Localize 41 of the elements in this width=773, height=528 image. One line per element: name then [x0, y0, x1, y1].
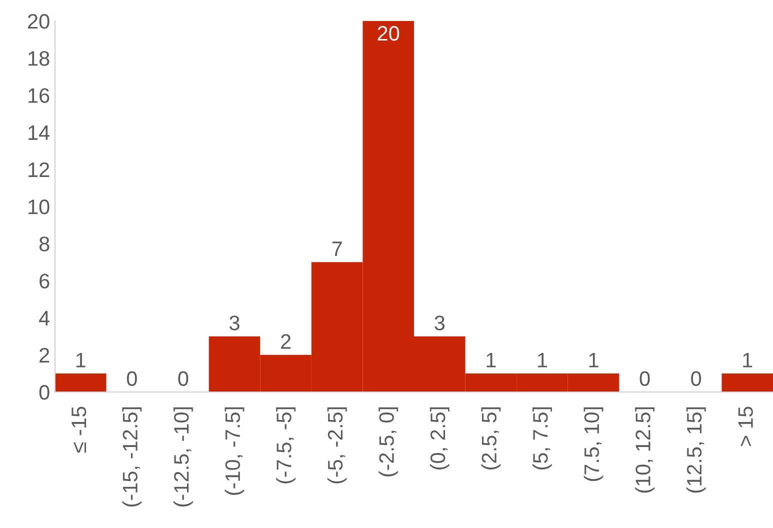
data-label: 3 — [434, 316, 445, 330]
data-label: 0 — [126, 371, 137, 386]
x-tick-label: (10, 12.5] — [635, 407, 654, 493]
x-tick-label: (2.5, 5] — [481, 407, 501, 470]
y-tick-label: 2 — [40, 348, 50, 362]
x-tick-label: (0, 2.5] — [430, 407, 450, 470]
x-tick-label: (5, 7.5] — [532, 407, 552, 470]
x-tick-label: ≤ -15 — [72, 406, 86, 453]
y-tick-label: 12 — [28, 162, 50, 177]
bar — [722, 373, 773, 392]
data-label: 2 — [281, 334, 291, 349]
data-label: 1 — [589, 352, 598, 368]
x-tick-label: (7.5, 10] — [584, 407, 604, 482]
x-tick-label: (-12.5, -10] — [174, 407, 193, 506]
data-label: 0 — [640, 371, 650, 386]
data-label: 1 — [743, 352, 752, 368]
data-label: 0 — [178, 371, 188, 386]
data-label: 1 — [538, 352, 547, 368]
y-tick-label: 4 — [39, 311, 50, 326]
data-label: 0 — [691, 371, 702, 386]
y-tick-label: 20 — [28, 14, 50, 29]
y-tick-label: 10 — [28, 200, 50, 214]
x-tick-label: (-15, -12.5] — [122, 407, 142, 506]
y-tick-label: 6 — [40, 274, 50, 288]
data-label: 1 — [486, 352, 496, 368]
x-tick-label: (12.5, 15] — [686, 407, 706, 493]
data-label: 3 — [230, 316, 240, 330]
y-tick-label: 16 — [28, 88, 50, 103]
y-tick-label: 8 — [39, 236, 50, 252]
x-tick-label: (-7.5, -5] — [276, 407, 296, 484]
x-tick-label: (-10, -7.5] — [224, 407, 244, 495]
bar — [55, 373, 106, 392]
data-label: 1 — [76, 352, 86, 368]
x-tick-label: > 15 — [738, 406, 753, 446]
data-label: 7 — [332, 242, 342, 256]
y-tick-label: 18 — [28, 51, 50, 66]
y-tick-label: 0 — [39, 385, 50, 400]
x-tick-label: (-2.5, 0] — [378, 407, 398, 476]
data-label: 20 — [378, 26, 400, 41]
x-tick-label: (-5, -2.5] — [327, 407, 347, 484]
y-tick-label: 14 — [28, 126, 50, 140]
